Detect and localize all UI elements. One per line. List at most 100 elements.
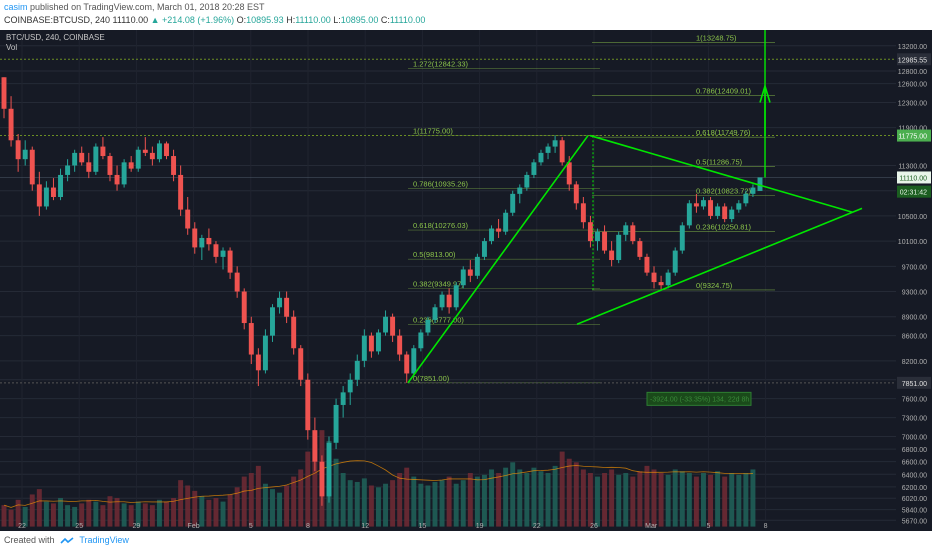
time-tick: 25 (75, 523, 83, 530)
chart-area[interactable]: 1.272(12842.33) 1(11775.00) 0.786(10935.26… (0, 30, 932, 531)
candle-body (43, 187, 49, 207)
volume-bar (496, 473, 502, 527)
close-value: 11110.00 (389, 15, 426, 25)
price-chart[interactable]: 1.272(12842.33) 1(11775.00) 0.786(10935.26… (0, 30, 932, 531)
candle-body (467, 269, 473, 276)
volume-bar (750, 469, 756, 527)
candle-body (79, 152, 85, 163)
candle-body (277, 297, 283, 308)
candle-body (93, 146, 99, 172)
author-link[interactable]: casim (4, 2, 28, 12)
open-value: 10895.93 (246, 15, 284, 25)
candle-body (630, 225, 636, 242)
fib-retracements: 1.272(12842.33) 1(11775.00) 0.786(10935.26… (0, 34, 896, 384)
price-label-bg (897, 129, 931, 142)
volume-bar (411, 476, 417, 527)
close-label: C: (380, 15, 390, 25)
volume-bar (128, 505, 134, 527)
fib-level-label: 0.618(10276.03) (413, 221, 469, 230)
volume-bar (602, 473, 608, 527)
volume-bar (164, 501, 169, 527)
fib-level-label: 0(9324.75) (696, 281, 733, 290)
up-arrow-icon: ▲ (150, 15, 160, 25)
candle-body (114, 174, 120, 185)
candle-body (142, 149, 148, 153)
volume-bar (86, 499, 92, 527)
volume-bars (1, 430, 756, 527)
time-tick: Feb (188, 523, 200, 530)
candle-body (474, 256, 480, 276)
candle-body (156, 143, 162, 160)
time-tick: 29 (133, 523, 141, 530)
volume-bar (368, 485, 374, 527)
candle-body (100, 146, 106, 157)
price-tick: 5840.00 (902, 508, 927, 515)
candle-body (192, 228, 198, 248)
price-tick: 10500.00 (898, 214, 927, 221)
volume-bar (206, 499, 212, 527)
tradingview-link[interactable]: TradingView (79, 535, 129, 545)
candle-body (241, 291, 247, 324)
price-tick: 7000.00 (902, 434, 927, 441)
fib-level-label: 0.786(12409.01) (696, 87, 752, 96)
volume-bar (481, 474, 487, 527)
volume-bar (708, 474, 714, 527)
candle-body (439, 294, 445, 308)
candle-body (750, 187, 756, 194)
candle-body (270, 307, 275, 336)
volume-bar (100, 505, 106, 527)
candle-body (72, 152, 78, 166)
time-tick: 22 (18, 523, 26, 530)
time-tick: 5 (249, 523, 253, 530)
candle-body (220, 250, 226, 257)
volume-bar (72, 506, 78, 527)
price-tick: 7600.00 (902, 397, 927, 404)
candle-body (587, 222, 593, 242)
volume-bar (312, 444, 318, 527)
triangle-lower-line (576, 207, 863, 326)
candles (1, 77, 763, 506)
candle-body (305, 379, 311, 431)
candle-body (354, 360, 360, 380)
price-label-green: 11775.00 (898, 134, 927, 141)
candle-body (609, 250, 615, 261)
high-label: H: (286, 15, 296, 25)
volume-bar (121, 503, 127, 527)
candle-body (559, 140, 565, 163)
volume-bar (658, 473, 664, 527)
candle-body (595, 231, 600, 242)
time-tick: Mar (645, 523, 658, 530)
candle-body (107, 156, 113, 175)
volume-bar (1, 505, 7, 527)
fib-level-label: 0.236(10250.81) (696, 223, 752, 232)
volume-bar (616, 474, 622, 527)
volume-bar (93, 501, 99, 527)
candle-body (397, 335, 403, 355)
volume-bar (171, 498, 177, 527)
candle-body (411, 348, 417, 374)
candle-body (616, 234, 622, 261)
candle-body (340, 392, 346, 405)
publish-info: casim published on TradingView.com, Marc… (4, 2, 265, 12)
fib-level-label: 1(13248.75) (696, 34, 737, 43)
candle-body (368, 335, 374, 352)
projection-box (646, 391, 752, 406)
volume-bar (418, 483, 424, 527)
price-tick: 11900.00 (898, 126, 927, 133)
volume-bar (227, 494, 233, 527)
volume-bar (8, 509, 14, 527)
volume-bar (644, 465, 650, 527)
ohlc-line: COINBASE:BTCUSD, 240 11110.00 ▲ +214.08 … (4, 15, 425, 25)
volume-bar (79, 503, 85, 527)
candle-body (679, 225, 685, 251)
volume-bar (715, 471, 721, 527)
volume-bar (15, 499, 21, 527)
candle-body (319, 461, 325, 497)
candle-body (743, 193, 749, 204)
price-tick: 8600.00 (902, 334, 927, 341)
volume-bar (686, 473, 692, 527)
price-tick: 12600.00 (898, 82, 927, 89)
candle-body (623, 225, 629, 235)
candle-body (453, 285, 459, 308)
volume-bar (22, 506, 28, 527)
